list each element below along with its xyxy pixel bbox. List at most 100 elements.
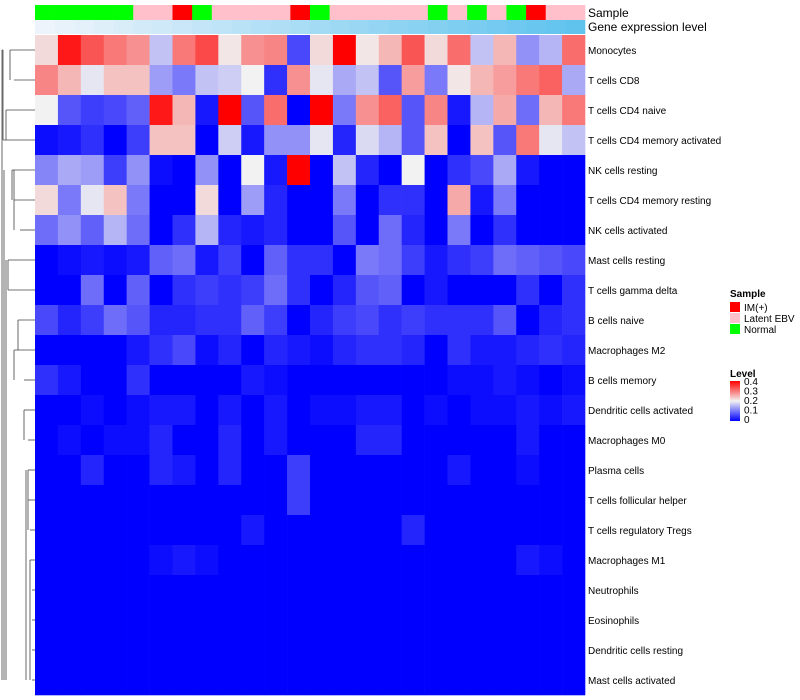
heatmap-cell (287, 335, 311, 366)
row-label: Plasma cells (588, 466, 644, 477)
heatmap-cell (287, 635, 311, 666)
heatmap-cell (149, 65, 173, 96)
heatmap-cell (355, 245, 380, 276)
heatmap-cell (310, 425, 334, 456)
sample-annotation-cell (152, 5, 173, 20)
heatmap-cell (493, 245, 517, 276)
heatmap-cell (310, 545, 334, 576)
heatmap-cell (103, 65, 127, 96)
heatmap-cell (470, 485, 494, 516)
heatmap-cell (378, 635, 402, 666)
row-label: Dendritic cells resting (588, 646, 683, 657)
heatmap-cell (378, 65, 402, 96)
heatmap-cell (287, 185, 311, 216)
heatmap-cell (172, 455, 196, 486)
heatmap-cell (447, 395, 471, 426)
heatmap-cell (539, 215, 563, 246)
heatmap-cell (493, 635, 517, 666)
sample-annotation-cell (526, 5, 547, 20)
heatmap-cell (378, 455, 402, 486)
heatmap-cell (401, 35, 425, 66)
gene-expression-annotation-cell (270, 20, 291, 34)
heatmap-cell (264, 545, 288, 576)
heatmap-cell (264, 365, 288, 396)
heatmap-cell (241, 305, 265, 336)
sample-annotation-cell (310, 5, 330, 20)
heatmap-cell (80, 545, 105, 576)
gene-expression-annotation-cell (565, 20, 586, 34)
heatmap-cell (195, 545, 219, 576)
heatmap-cell (126, 395, 150, 426)
heatmap-cell (80, 125, 105, 156)
heatmap-cell (287, 215, 311, 246)
heatmap-cell (332, 395, 357, 426)
heatmap-cell (447, 65, 471, 96)
heatmap-cell (310, 305, 334, 336)
row-label: Neutrophils (588, 586, 639, 597)
heatmap-cell (57, 665, 82, 696)
heatmap-cell (264, 455, 288, 486)
heatmap-cell (218, 185, 242, 216)
heatmap-cell (378, 395, 402, 426)
heatmap-cell (562, 575, 586, 606)
heatmap-cell (35, 35, 59, 66)
heatmap-cell (57, 155, 82, 186)
gene-expression-annotation-cell (152, 20, 173, 34)
heatmap-cell (447, 155, 471, 186)
heatmap-cell (264, 665, 288, 696)
heatmap-cell (126, 545, 150, 576)
heatmap-cell (103, 305, 127, 336)
heatmap-cell (470, 245, 494, 276)
heatmap-cell (470, 125, 494, 156)
heatmap-cell (493, 215, 517, 246)
heatmap-cell (424, 455, 448, 486)
heatmap-cell (401, 65, 425, 96)
heatmap-cell (149, 185, 173, 216)
heatmap-cell (149, 425, 173, 456)
heatmap-cell (401, 395, 425, 426)
heatmap-cell (470, 305, 494, 336)
heatmap-cell (172, 515, 196, 546)
heatmap-cell (310, 485, 334, 516)
legend-sample-title: Sample (730, 289, 766, 300)
heatmap-cell (401, 185, 425, 216)
heatmap-cell (103, 515, 127, 546)
heatmap-cell (355, 95, 380, 126)
heatmap-cell (355, 155, 380, 186)
heatmap-cell (80, 35, 105, 66)
heatmap-cell (332, 125, 357, 156)
heatmap-cell (195, 185, 219, 216)
heatmap-cell (378, 215, 402, 246)
heatmap-cell (35, 395, 59, 426)
heatmap-cell (516, 215, 540, 246)
legend-level-tick: 0 (744, 415, 750, 426)
heatmap-cell (264, 395, 288, 426)
heatmap-cell (401, 425, 425, 456)
sample-annotation-cell (74, 5, 95, 20)
heatmap-cell (310, 125, 334, 156)
heatmap-cell (149, 395, 173, 426)
heatmap-cell (172, 335, 196, 366)
heatmap-cell (562, 335, 586, 366)
heatmap-cell (310, 95, 334, 126)
heatmap-cell (35, 65, 59, 96)
heatmap-cell (310, 665, 334, 696)
heatmap-cell (195, 125, 219, 156)
sample-annotation-cell (506, 5, 527, 20)
heatmap-cell (80, 425, 105, 456)
heatmap-cell (103, 665, 127, 696)
heatmap-cell (516, 65, 540, 96)
row-labels: Monocytes T cells CD8 T cells CD4 naive T c… (588, 46, 721, 687)
heatmap-cell (172, 245, 196, 276)
heatmap-cell (516, 515, 540, 546)
heatmap-cell (355, 485, 380, 516)
row-label: NK cells resting (588, 166, 657, 177)
heatmap-cell (57, 305, 82, 336)
heatmap-cell (287, 305, 311, 336)
heatmap-cell (378, 515, 402, 546)
heatmap-cell (80, 395, 105, 426)
heatmap-cell (149, 635, 173, 666)
heatmap-cell (149, 665, 173, 696)
heatmap-cell (401, 485, 425, 516)
heatmap-cell (424, 335, 448, 366)
